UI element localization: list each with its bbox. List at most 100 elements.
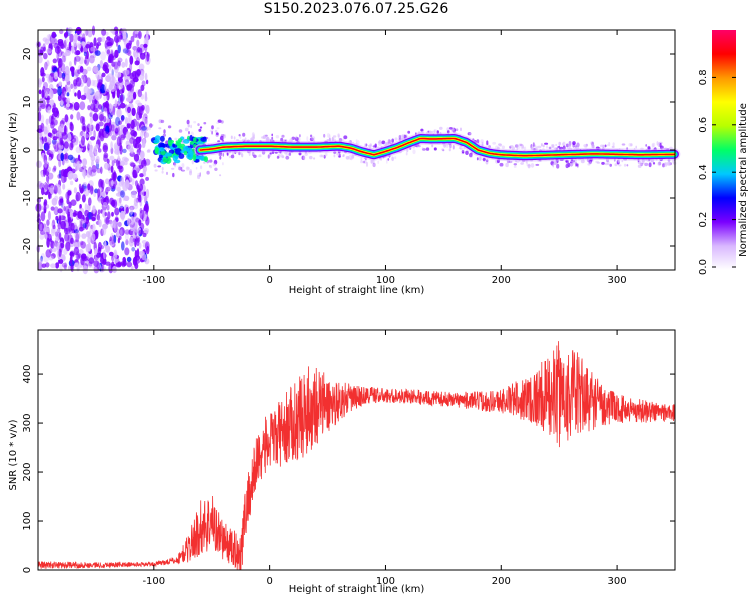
noise-speckle — [139, 173, 144, 178]
noise-speckle — [109, 155, 115, 161]
noise-speckle — [114, 49, 119, 59]
noise-speckle — [144, 241, 150, 251]
noise-speckle — [113, 61, 119, 70]
noise-speckle — [140, 121, 145, 129]
noise-speckle — [428, 130, 432, 133]
noise-speckle — [132, 169, 137, 178]
noise-speckle — [111, 179, 114, 187]
noise-speckle — [123, 75, 128, 82]
turbulence-blob — [178, 153, 185, 159]
noise-speckle — [319, 154, 323, 158]
noise-speckle — [590, 141, 595, 146]
noise-speckle — [363, 160, 367, 164]
noise-speckle — [391, 138, 395, 143]
noise-speckle — [84, 59, 87, 65]
noise-speckle — [93, 130, 96, 140]
noise-speckle — [161, 170, 164, 174]
noise-speckle — [77, 89, 82, 100]
noise-speckle — [77, 210, 83, 219]
colorbar-tick-label: 0.4 — [698, 164, 709, 180]
noise-speckle — [288, 152, 292, 156]
noise-speckle — [110, 232, 114, 242]
noise-speckle — [135, 236, 141, 243]
noise-speckle — [291, 136, 296, 140]
colorbar: 0.0 0.2 0.4 0.6 0.8 Normalized spectral ampl… — [698, 30, 749, 275]
noise-speckle — [365, 143, 368, 147]
noise-speckle — [91, 216, 96, 222]
noise-speckle — [87, 221, 91, 227]
noise-speckle — [345, 156, 350, 160]
noise-speckle — [65, 69, 70, 80]
noise-speckle — [614, 163, 618, 167]
noise-speckle — [117, 60, 121, 67]
noise-speckle — [82, 116, 86, 126]
noise-speckle — [38, 221, 44, 232]
noise-speckle — [68, 226, 73, 232]
noise-speckle — [341, 138, 345, 142]
noise-speckle — [58, 232, 62, 241]
noise-speckle — [99, 60, 104, 69]
noise-speckle — [138, 242, 142, 249]
noise-speckle — [337, 155, 341, 158]
turbulence-blob — [183, 145, 189, 153]
noise-speckle — [217, 119, 222, 123]
noise-speckle — [119, 102, 126, 109]
noise-speckle — [222, 162, 224, 166]
noise-speckle — [94, 90, 101, 101]
noise-speckle — [611, 145, 615, 148]
noise-speckle — [338, 153, 341, 158]
noise-speckle — [59, 259, 64, 264]
noise-speckle — [90, 46, 95, 52]
noise-speckle — [186, 166, 190, 170]
turbulence-blob — [165, 157, 172, 164]
noise-speckle — [387, 139, 391, 144]
noise-speckle — [118, 165, 124, 173]
noise-speckle — [285, 156, 290, 160]
noise-speckle — [79, 220, 83, 230]
noise-speckle — [143, 203, 149, 214]
noise-speckle — [65, 97, 71, 104]
noise-speckle — [51, 197, 58, 206]
noise-speckle — [45, 249, 52, 258]
noise-speckle — [431, 130, 434, 133]
y-tick-label: 200 — [22, 462, 33, 481]
noise-speckle — [43, 199, 48, 207]
noise-speckle — [532, 142, 535, 147]
noise-speckle — [136, 185, 140, 190]
noise-speckle — [668, 161, 671, 166]
noise-speckle — [68, 61, 72, 67]
noise-speckle — [87, 183, 91, 191]
noise-speckle — [621, 143, 626, 146]
noise-speckle — [87, 140, 92, 149]
noise-speckle — [267, 154, 270, 159]
noise-speckle — [89, 97, 92, 103]
noise-speckle — [139, 178, 145, 186]
noise-speckle — [144, 258, 150, 265]
noise-speckle — [137, 89, 142, 98]
noise-speckle — [97, 209, 101, 215]
noise-speckle — [127, 49, 132, 57]
noise-speckle — [178, 166, 182, 171]
turbulence-blob — [174, 159, 181, 164]
noise-speckle — [313, 157, 316, 160]
noise-speckle — [248, 151, 251, 157]
noise-speckle — [88, 257, 95, 264]
noise-speckle — [132, 77, 139, 83]
noise-speckle — [49, 193, 52, 199]
noise-speckle — [58, 72, 63, 79]
noise-speckle — [44, 136, 47, 143]
noise-speckle — [238, 134, 241, 137]
noise-speckle — [418, 145, 421, 148]
noise-speckle — [63, 248, 68, 255]
noise-speckle — [337, 133, 340, 138]
noise-speckle — [125, 179, 130, 189]
noise-speckle — [275, 135, 280, 139]
noise-speckle — [178, 129, 183, 133]
noise-speckle — [119, 145, 123, 155]
noise-speckle — [98, 197, 102, 204]
noise-speckle — [211, 131, 213, 135]
noise-speckle — [485, 160, 489, 165]
noise-speckle — [57, 149, 63, 155]
noise-speckle — [136, 233, 140, 239]
noise-speckle — [124, 58, 128, 68]
